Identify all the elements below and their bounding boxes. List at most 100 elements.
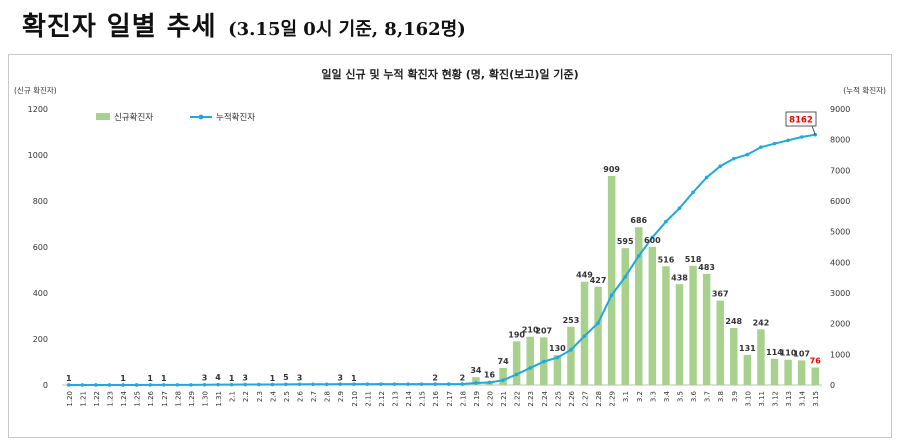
bar-new-cases: [526, 336, 534, 385]
line-point-cumulative: [338, 382, 343, 386]
bar-value-label: 74: [498, 357, 510, 366]
bar-new-cases: [770, 358, 779, 385]
x-tick-label: 2.24: [541, 390, 549, 406]
bar-label-latest: 76: [810, 357, 822, 366]
bar-value-label: 438: [671, 273, 688, 282]
line-point-cumulative: [324, 382, 329, 387]
x-tick-label: 2.16: [432, 390, 440, 406]
bar-value-label: 1: [161, 374, 167, 383]
x-tick-label: 2.28: [595, 391, 603, 407]
legend-bar-swatch: [96, 113, 110, 120]
line-point-cumulative: [731, 156, 736, 161]
line-point-cumulative: [514, 372, 519, 377]
x-tick-label: 2.23: [527, 391, 535, 407]
bar-new-cases: [784, 359, 792, 385]
line-point-cumulative: [799, 135, 804, 139]
line-point-cumulative: [569, 348, 573, 352]
bar-new-cases: [621, 248, 629, 385]
line-point-cumulative: [379, 382, 383, 386]
line-point-cumulative: [786, 138, 790, 143]
line-point-cumulative: [229, 382, 234, 387]
x-tick-label: 2.27: [582, 391, 590, 407]
right-tick-label: 5000: [830, 228, 850, 237]
x-tick-label: 1.27: [161, 391, 169, 407]
bar-new-cases: [512, 341, 521, 385]
callout-leader: [811, 125, 816, 135]
left-tick-label: 1200: [28, 105, 48, 114]
bar-value-label: 253: [563, 316, 580, 325]
line-point-cumulative: [460, 382, 465, 386]
bar-new-cases: [594, 286, 602, 385]
bar-value-label: 600: [644, 236, 661, 245]
bar-value-label: 3: [297, 373, 303, 382]
x-tick-label: 2.11: [364, 391, 372, 407]
left-tick-label: 600: [33, 243, 48, 252]
line-point-cumulative: [216, 382, 220, 387]
x-tick-label: 2.22: [514, 391, 522, 407]
line-point-cumulative: [189, 383, 193, 387]
line-point-cumulative: [718, 164, 723, 169]
x-tick-label: 2.21: [500, 391, 508, 407]
right-tick-label: 0: [830, 381, 835, 390]
line-point-cumulative: [555, 355, 560, 360]
x-tick-label: 1.20: [66, 391, 74, 407]
left-tick-label: 0: [43, 381, 48, 390]
bar-new-cases: [689, 265, 697, 385]
bar-new-cases: [607, 175, 616, 385]
bar-value-label: 207: [535, 326, 552, 335]
line-point-cumulative: [759, 145, 763, 149]
bar-value-label: 130: [549, 344, 566, 353]
line-point-cumulative: [270, 382, 275, 387]
x-tick-label: 3.11: [758, 391, 766, 407]
bar-new-cases: [702, 273, 711, 385]
right-axis-label: (누적 확진자): [843, 85, 886, 95]
right-tick-label: 9000: [830, 105, 850, 114]
bar-value-label: 909: [603, 165, 620, 174]
right-tick-label: 4000: [830, 258, 850, 267]
x-tick-label: 2.19: [473, 391, 481, 407]
bar-value-label: 518: [685, 255, 702, 264]
chart-title: 일일 신규 및 누적 확진자 현황 (명, 확진(보고)일 기준): [321, 67, 578, 81]
line-point-cumulative: [677, 206, 682, 210]
left-tick-label: 1000: [28, 151, 48, 160]
legend-bar-label: 신규확진자: [114, 112, 153, 123]
line-point-cumulative: [175, 383, 180, 387]
line-point-cumulative: [433, 382, 438, 386]
line-point-cumulative: [664, 219, 668, 224]
x-tick-label: 2.10: [351, 391, 359, 407]
x-tick-label: 3.6: [690, 390, 698, 402]
line-point-cumulative: [446, 382, 451, 386]
bar-value-label: 2: [432, 374, 438, 383]
x-tick-label: 3.12: [772, 391, 780, 407]
bar-value-label: 516: [658, 255, 675, 264]
x-tick-label: 3.5: [677, 391, 685, 402]
bar-new-cases: [580, 281, 589, 385]
x-tick-label: 2.4: [269, 390, 277, 402]
bar-value-label: 34: [470, 366, 482, 375]
x-tick-label: 2.17: [446, 391, 454, 407]
bar-value-label: 449: [576, 271, 593, 280]
line-cumulative: [68, 133, 816, 386]
callout-box: [785, 111, 817, 127]
bar-value-label: 4: [215, 373, 221, 382]
line-point-cumulative: [94, 383, 98, 387]
x-tick-label: 3.7: [704, 391, 712, 402]
legend-line-label: 누적확진자: [216, 112, 255, 123]
bar-value-label: 5: [283, 373, 289, 382]
legend-line-marker: [198, 114, 204, 120]
left-tick-label: 800: [33, 197, 48, 206]
line-point-cumulative: [501, 378, 505, 383]
bar-value-label: 3: [337, 373, 343, 382]
callout-cumulative-latest: 8162: [789, 116, 813, 126]
line-point-cumulative: [609, 293, 614, 297]
line-point-cumulative: [596, 321, 600, 325]
line-point-cumulative: [66, 383, 71, 387]
right-tick-label: 7000: [830, 166, 850, 175]
line-point-cumulative: [650, 235, 655, 240]
x-tick-label: 2.3: [256, 391, 264, 402]
line-point-cumulative: [691, 190, 695, 195]
x-tick-label: 2.5: [283, 391, 291, 402]
line-point-cumulative: [541, 359, 546, 364]
bar-new-cases: [635, 227, 643, 385]
right-tick-label: 3000: [830, 289, 850, 298]
